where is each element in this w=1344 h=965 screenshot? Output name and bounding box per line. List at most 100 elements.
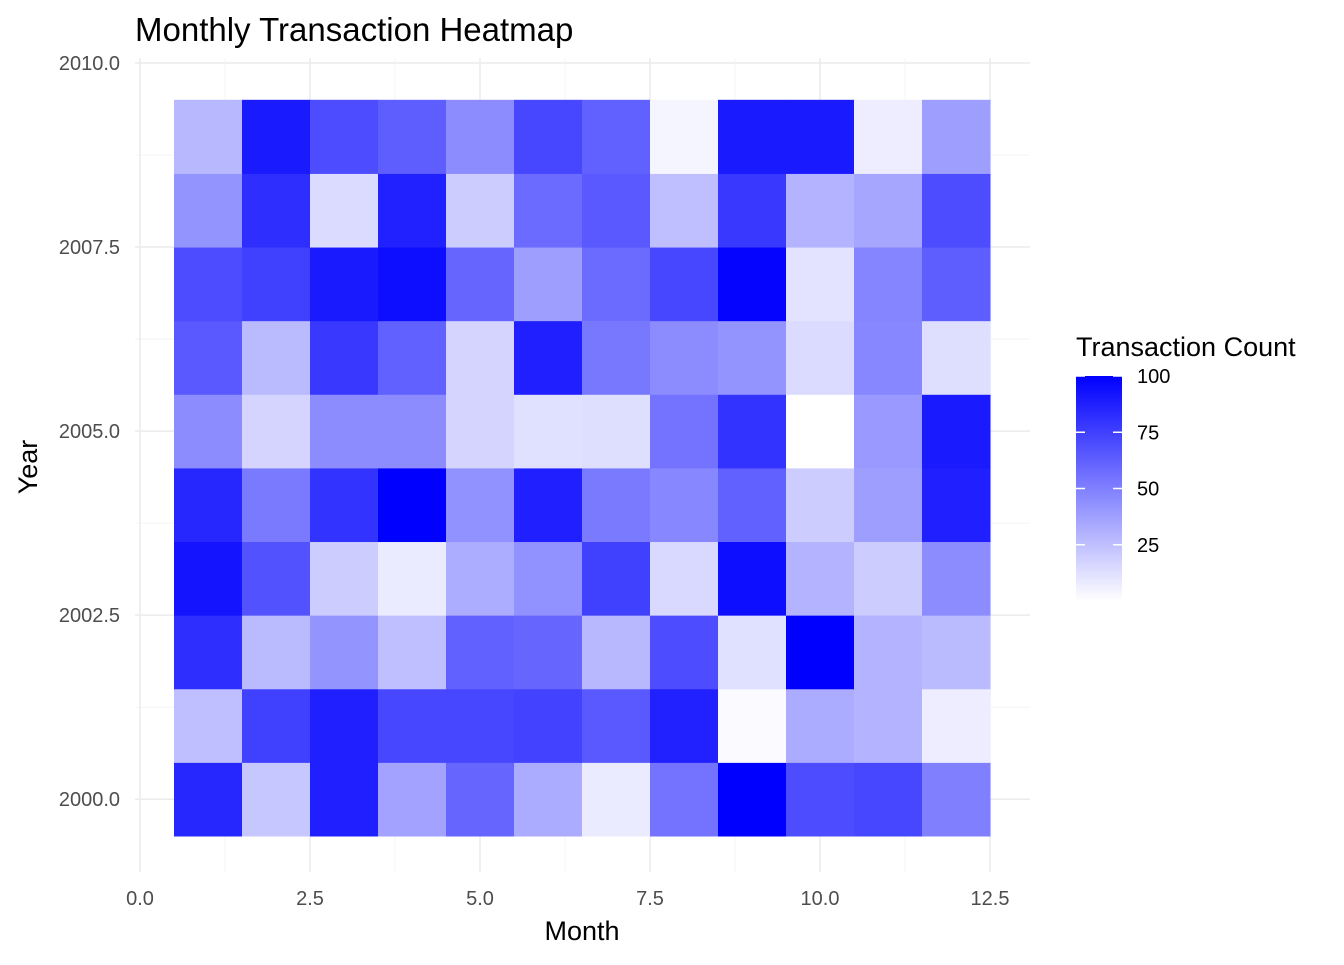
- heatmap-cell: [174, 394, 243, 469]
- y-axis-ticks: 2000.0 2002.5 2005.0 2007.5 2010.0: [59, 53, 120, 811]
- x-tick-label: 2.5: [296, 888, 324, 910]
- heatmap-cell: [854, 762, 923, 837]
- heatmap-cell: [718, 394, 787, 469]
- heatmap-cell: [446, 99, 515, 174]
- heatmap-cell: [378, 99, 447, 174]
- heatmap-cell: [582, 394, 651, 469]
- heatmap-cell: [174, 247, 243, 322]
- heatmap-cell: [310, 320, 379, 395]
- heatmap-cell: [582, 99, 651, 174]
- legend-title: Transaction Count: [1076, 332, 1296, 362]
- heatmap-cell: [922, 615, 991, 690]
- heatmap-cell: [582, 541, 651, 616]
- x-tick-label: 12.5: [971, 888, 1010, 910]
- x-tick-label: 0.0: [126, 888, 154, 910]
- heatmap-cell: [310, 762, 379, 837]
- heatmap-cell: [922, 99, 991, 174]
- heatmap-cell: [242, 762, 311, 837]
- y-axis-title: Year: [13, 440, 43, 495]
- heatmap-cell: [922, 467, 991, 543]
- heatmap-cell: [174, 467, 243, 543]
- heatmap-cell: [310, 99, 379, 174]
- heatmap-cell: [786, 541, 855, 616]
- heatmap-cell: [922, 688, 991, 763]
- heatmap-cell: [514, 320, 583, 395]
- legend-ticks: 100 75 50 25: [1076, 366, 1170, 557]
- heatmap-cell: [786, 688, 855, 763]
- y-tick-label: 2007.5: [59, 237, 120, 259]
- heatmap-cell: [378, 615, 447, 690]
- heatmap-cell: [514, 394, 583, 469]
- legend: Transaction Count 100 75 50 25: [1076, 332, 1296, 601]
- heatmap-cell: [378, 247, 447, 322]
- heatmap-cell: [514, 615, 583, 690]
- heatmap-cell: [514, 247, 583, 322]
- heatmap-cell: [854, 541, 923, 616]
- heatmap-cell: [514, 173, 583, 248]
- heatmap-cell: [446, 762, 515, 837]
- heatmap-cell: [514, 467, 583, 543]
- heatmap-cell: [446, 688, 515, 763]
- heatmap-cell: [378, 394, 447, 469]
- heatmap-cell: [378, 541, 447, 616]
- heatmap-cell: [378, 688, 447, 763]
- heatmap-cell: [582, 247, 651, 322]
- heatmap-cell: [650, 467, 719, 543]
- y-tick-label: 2000.0: [59, 789, 120, 811]
- heatmap-cell: [174, 320, 243, 395]
- heatmap-cell: [786, 99, 855, 174]
- heatmap-cell: [446, 467, 515, 543]
- heatmap-cell: [786, 394, 855, 469]
- heatmap-cell: [310, 394, 379, 469]
- heatmap-cell: [786, 467, 855, 543]
- heatmap-cell: [174, 173, 243, 248]
- heatmap-cell: [854, 173, 923, 248]
- heatmap-cell: [786, 320, 855, 395]
- x-axis-ticks: 0.0 2.5 5.0 7.5 10.0 12.5: [126, 888, 1009, 910]
- heatmap-cell: [378, 320, 447, 395]
- heatmap-cell: [174, 615, 243, 690]
- heatmap-cell: [786, 762, 855, 837]
- heatmap-cell: [446, 320, 515, 395]
- heatmap-cell: [446, 173, 515, 248]
- heatmap-cell: [650, 173, 719, 248]
- heatmap-cell: [854, 99, 923, 174]
- heatmap-cell: [242, 173, 311, 248]
- x-tick-label: 7.5: [636, 888, 664, 910]
- legend-tick-label: 50: [1137, 479, 1159, 501]
- x-tick-label: 5.0: [466, 888, 494, 910]
- heatmap-cell: [514, 541, 583, 616]
- heatmap-cell: [922, 541, 991, 616]
- heatmap-cell: [514, 99, 583, 174]
- heatmap-cell: [650, 762, 719, 837]
- legend-tick-label: 100: [1137, 366, 1170, 388]
- y-tick-label: 2005.0: [59, 421, 120, 443]
- heatmap-cell: [242, 394, 311, 469]
- heatmap-cell: [378, 762, 447, 837]
- heatmap-cell: [786, 173, 855, 248]
- heatmap-cell: [718, 247, 787, 322]
- heatmap-cell: [650, 320, 719, 395]
- heatmap-cell: [582, 762, 651, 837]
- heatmap-cell: [310, 467, 379, 543]
- heatmap-cell: [582, 173, 651, 248]
- heatmap-cell: [310, 173, 379, 248]
- heatmap-cell: [446, 247, 515, 322]
- heatmap-cell: [922, 762, 991, 837]
- heatmap-cell: [174, 99, 243, 174]
- heatmap-cell: [378, 467, 447, 543]
- heatmap-cell: [242, 688, 311, 763]
- heatmap-cell: [582, 320, 651, 395]
- heatmap-cell: [242, 615, 311, 690]
- heatmap-cell: [854, 320, 923, 395]
- heatmap-cell: [650, 688, 719, 763]
- heatmap-cell: [650, 247, 719, 322]
- heatmap-cell: [310, 247, 379, 322]
- y-tick-label: 2002.5: [59, 605, 120, 627]
- heatmap-cell: [922, 173, 991, 248]
- heatmap-cell: [786, 247, 855, 322]
- heatmap-cell: [854, 467, 923, 543]
- legend-tick-label: 75: [1137, 422, 1159, 444]
- heatmap-cell: [650, 615, 719, 690]
- x-axis-title: Month: [544, 916, 619, 946]
